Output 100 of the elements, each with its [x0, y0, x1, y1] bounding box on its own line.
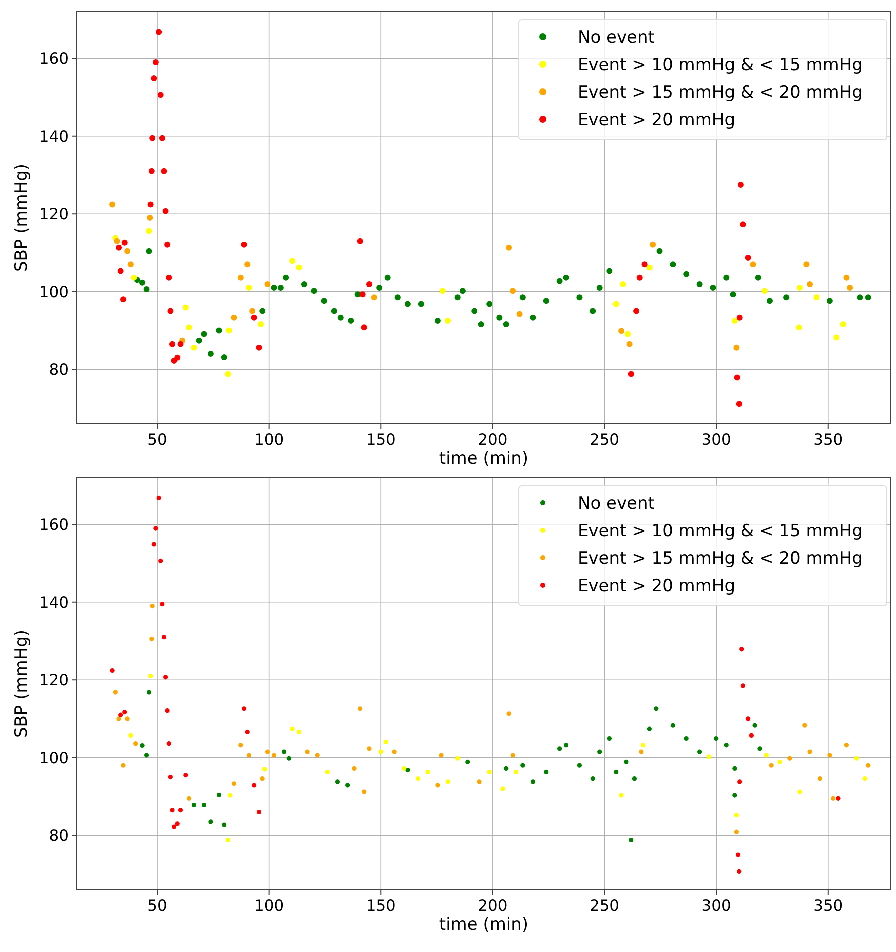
point	[110, 668, 115, 674]
point	[201, 331, 208, 338]
point	[305, 750, 310, 754]
point	[446, 780, 451, 784]
point	[250, 308, 256, 314]
point	[814, 294, 820, 301]
point	[563, 274, 570, 281]
point	[844, 274, 850, 281]
y-tick-label: 100	[39, 283, 69, 302]
point	[436, 783, 440, 788]
point	[745, 255, 752, 262]
point	[503, 322, 510, 328]
point	[146, 690, 152, 695]
point	[178, 341, 184, 348]
point	[358, 706, 363, 712]
point	[746, 716, 751, 722]
point	[857, 294, 864, 301]
point	[148, 168, 155, 174]
point	[146, 248, 152, 254]
point	[122, 240, 128, 246]
point	[730, 292, 736, 298]
point	[360, 292, 366, 298]
point	[778, 760, 782, 764]
point	[140, 744, 145, 748]
point	[258, 322, 264, 328]
point	[506, 244, 512, 251]
point	[264, 281, 271, 288]
point	[796, 284, 803, 291]
point	[362, 790, 367, 794]
point	[150, 135, 156, 142]
point	[698, 750, 702, 754]
point	[734, 830, 739, 834]
point	[740, 684, 746, 688]
point	[454, 294, 461, 301]
point	[208, 820, 214, 824]
point	[315, 753, 320, 758]
x-tick-label: 300	[702, 897, 732, 915]
point	[646, 264, 653, 271]
point	[684, 736, 689, 742]
point	[614, 770, 619, 775]
point	[530, 314, 536, 321]
legend-label: Event > 20 mmHg	[578, 110, 736, 130]
point	[152, 542, 156, 547]
point	[466, 760, 470, 764]
y-axis-title: SBP (mmHg)	[12, 630, 32, 738]
point	[271, 284, 278, 291]
point	[168, 308, 174, 314]
point	[147, 215, 154, 221]
point	[178, 808, 184, 813]
y-tick-label: 80	[49, 827, 69, 846]
point	[590, 308, 596, 314]
point	[444, 318, 451, 324]
legend-label: No event	[578, 28, 656, 48]
x-axis-title: time (min)	[439, 449, 529, 469]
point	[865, 294, 872, 301]
point	[496, 314, 503, 321]
point	[357, 238, 364, 244]
point	[232, 782, 237, 786]
point	[118, 268, 124, 274]
point	[628, 371, 634, 378]
point	[598, 750, 602, 754]
point	[477, 780, 482, 784]
legend-label: Event > 10 mmHg & < 15 mmHg	[578, 55, 863, 76]
point	[619, 793, 624, 798]
x-tick-label: 350	[814, 897, 844, 915]
point	[241, 242, 248, 248]
point	[392, 750, 397, 754]
point	[734, 344, 740, 351]
point	[520, 763, 526, 768]
point	[371, 294, 378, 301]
point	[714, 736, 719, 742]
legend-label: Event > 20 mmHg	[578, 576, 736, 596]
point	[807, 281, 814, 288]
point	[282, 750, 287, 754]
point	[724, 743, 729, 748]
point	[151, 75, 158, 82]
point	[186, 324, 192, 331]
point	[740, 222, 746, 228]
point	[416, 776, 421, 782]
point	[732, 766, 738, 772]
point	[262, 767, 268, 772]
point	[134, 742, 138, 746]
point	[516, 311, 523, 318]
point	[283, 274, 290, 281]
point	[510, 753, 516, 758]
point	[114, 238, 120, 244]
point	[394, 294, 401, 301]
point	[440, 288, 446, 294]
point	[384, 274, 391, 281]
point	[844, 743, 850, 748]
point	[260, 776, 265, 782]
x-axis-title: time (min)	[439, 915, 529, 935]
point	[670, 723, 676, 728]
point	[734, 374, 740, 381]
point	[620, 281, 626, 288]
point	[639, 750, 644, 754]
point	[191, 344, 198, 351]
point	[128, 733, 134, 738]
point	[706, 754, 712, 760]
point	[184, 773, 188, 778]
